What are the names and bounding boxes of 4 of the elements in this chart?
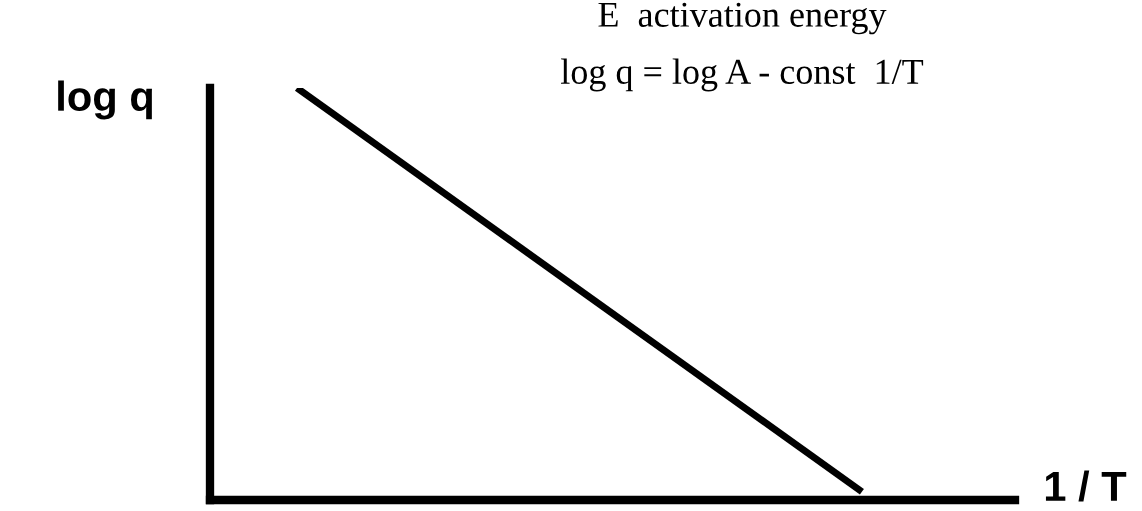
y-axis-title: log q: [58, 80, 152, 120]
annotation: log q = log A - const 1/T: [561, 58, 924, 92]
text: E activation energy: [598, 2, 887, 35]
x-axis-title: 1 / T: [1045, 470, 1127, 502]
